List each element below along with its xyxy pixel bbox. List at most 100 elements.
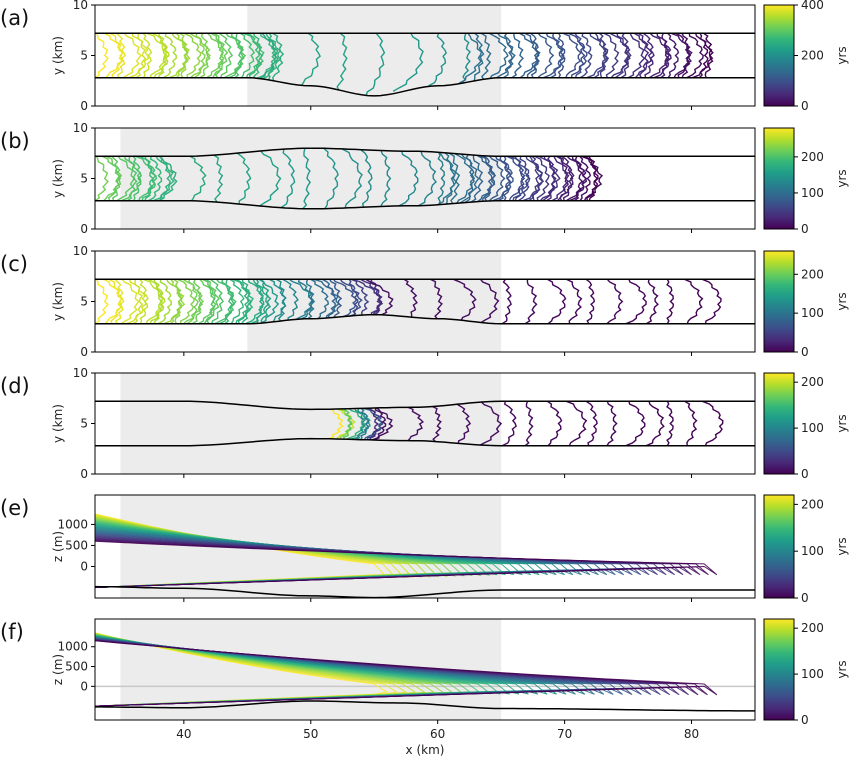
- contour-line: [703, 32, 714, 78]
- contour-line: [483, 155, 493, 202]
- contour-line: [135, 33, 147, 79]
- plot-area: [95, 619, 755, 720]
- contour-line: [179, 32, 189, 79]
- contour-line: [114, 278, 125, 324]
- contour-line: [534, 155, 550, 201]
- contour-line: [153, 279, 164, 325]
- y-tick-label: 0: [80, 559, 88, 573]
- contour-line: [573, 156, 584, 202]
- x-tick-label: 40: [176, 727, 191, 741]
- contour-line: [360, 407, 370, 440]
- colorbar-tick-label: 0: [801, 345, 809, 359]
- contour-line: [328, 408, 344, 440]
- contour-line: [603, 32, 620, 78]
- contour-line: [428, 33, 448, 87]
- contour-line: [702, 278, 722, 324]
- contour-line: [144, 156, 155, 202]
- contour-line: [247, 32, 261, 78]
- contour-line: [625, 279, 647, 325]
- contour-line: [585, 400, 598, 446]
- contour-line: [479, 401, 503, 446]
- contour-line: [111, 155, 122, 201]
- contour-line: [239, 32, 256, 79]
- x-tick-label: 60: [430, 727, 445, 741]
- contour-line: [403, 278, 418, 317]
- contour-line: [95, 156, 109, 202]
- contour-line: [380, 150, 392, 207]
- y-axis-label: y (km): [51, 404, 65, 443]
- y-tick-label: 0: [80, 345, 88, 359]
- panel-label: (d): [0, 374, 30, 398]
- contour-line: [162, 33, 177, 79]
- y-tick-label: 0: [80, 222, 88, 236]
- contour-line: [157, 279, 172, 325]
- contour-line: [139, 278, 149, 324]
- colorbar-label: yrs: [835, 414, 849, 432]
- channel-wall-top: [95, 147, 755, 158]
- colorbar-label: yrs: [835, 46, 849, 64]
- colorbar-tick-label: 100: [801, 667, 824, 681]
- panel-c: 0 5 10 y (km) (c) 0 100 200 yrs: [0, 244, 849, 359]
- contour-line: [132, 155, 143, 201]
- contour-line: [218, 32, 234, 78]
- x-tick-label: 70: [557, 727, 572, 741]
- contour-line: [543, 33, 565, 79]
- contour-line: [660, 33, 670, 79]
- y-tick-label: 5: [80, 172, 88, 186]
- contour-line: [503, 155, 511, 202]
- y-tick-label: 0: [80, 467, 88, 481]
- contour-line: [252, 33, 264, 79]
- colorbar-tick-label: 200: [801, 150, 824, 164]
- contour-line: [407, 406, 425, 442]
- colorbar-tick-label: 200: [801, 497, 824, 511]
- contour-line: [514, 155, 526, 201]
- colorbar-label: yrs: [835, 537, 849, 555]
- y-tick-label: 500: [65, 538, 88, 552]
- panel-d: 0 5 10 y (km) (d) 0 100 200 yrs: [0, 366, 849, 481]
- panel-label: (e): [0, 496, 29, 520]
- contour-line: [566, 278, 583, 324]
- contour-line: [562, 32, 583, 78]
- contour-line: [456, 403, 472, 444]
- contour-line: [95, 33, 109, 79]
- contour-line: [561, 155, 574, 201]
- contour-line: [355, 408, 367, 441]
- y-tick-label: 500: [65, 660, 88, 674]
- contour-line: [341, 148, 363, 209]
- contour-line: [524, 279, 538, 325]
- contour-line: [645, 279, 659, 325]
- colorbar: [763, 250, 795, 353]
- contour-line: [627, 32, 646, 79]
- contour-line: [189, 155, 207, 202]
- contour-line: [501, 401, 517, 447]
- colorbar-tick-label: 100: [801, 421, 824, 435]
- profile-line: [95, 640, 718, 707]
- channel-wall-bottom: [95, 437, 755, 447]
- colorbar-tick-label: 0: [801, 713, 809, 727]
- contour-line: [684, 278, 704, 324]
- contour-line: [506, 155, 526, 201]
- contour-line: [546, 155, 557, 202]
- y-tick-label: 0: [80, 679, 88, 693]
- contour-line: [158, 155, 178, 202]
- contour-line: [241, 279, 252, 325]
- contour-line: [189, 32, 211, 79]
- contour-line: [122, 32, 142, 79]
- colorbar-label: yrs: [835, 169, 849, 187]
- contour-line: [511, 33, 524, 79]
- contour-line: [470, 155, 484, 203]
- contour-line: [588, 156, 599, 201]
- colorbar: [763, 372, 795, 475]
- contour-line: [642, 32, 655, 78]
- colorbar-tick-label: 400: [801, 0, 824, 12]
- contour-line: [236, 278, 250, 324]
- contour-line: [258, 278, 272, 324]
- x-tick-label: 50: [303, 727, 318, 741]
- contour-line: [255, 278, 264, 324]
- contour-line: [417, 151, 437, 207]
- contour-line: [329, 278, 343, 318]
- contour-line: [157, 33, 168, 79]
- contour-line: [342, 408, 353, 440]
- contour-line: [460, 33, 471, 84]
